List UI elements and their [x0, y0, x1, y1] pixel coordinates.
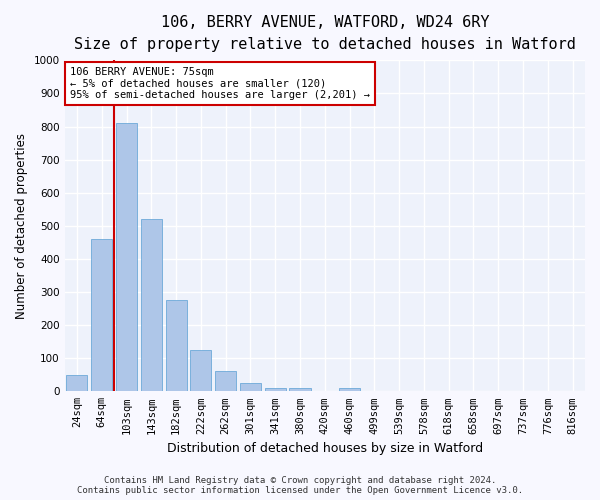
- Bar: [67, 375, 88, 392]
- Y-axis label: Number of detached properties: Number of detached properties: [15, 133, 28, 319]
- Bar: [265, 388, 286, 392]
- Bar: [91, 239, 112, 392]
- Text: 106 BERRY AVENUE: 75sqm
← 5% of detached houses are smaller (120)
95% of semi-de: 106 BERRY AVENUE: 75sqm ← 5% of detached…: [70, 67, 370, 100]
- Bar: [116, 123, 137, 392]
- Bar: [166, 300, 187, 392]
- X-axis label: Distribution of detached houses by size in Watford: Distribution of detached houses by size …: [167, 442, 483, 455]
- Bar: [240, 383, 261, 392]
- Text: Contains HM Land Registry data © Crown copyright and database right 2024.
Contai: Contains HM Land Registry data © Crown c…: [77, 476, 523, 495]
- Bar: [141, 219, 162, 392]
- Bar: [215, 372, 236, 392]
- Bar: [289, 388, 311, 392]
- Title: 106, BERRY AVENUE, WATFORD, WD24 6RY
Size of property relative to detached house: 106, BERRY AVENUE, WATFORD, WD24 6RY Siz…: [74, 15, 576, 52]
- Bar: [339, 388, 360, 392]
- Bar: [190, 350, 211, 392]
